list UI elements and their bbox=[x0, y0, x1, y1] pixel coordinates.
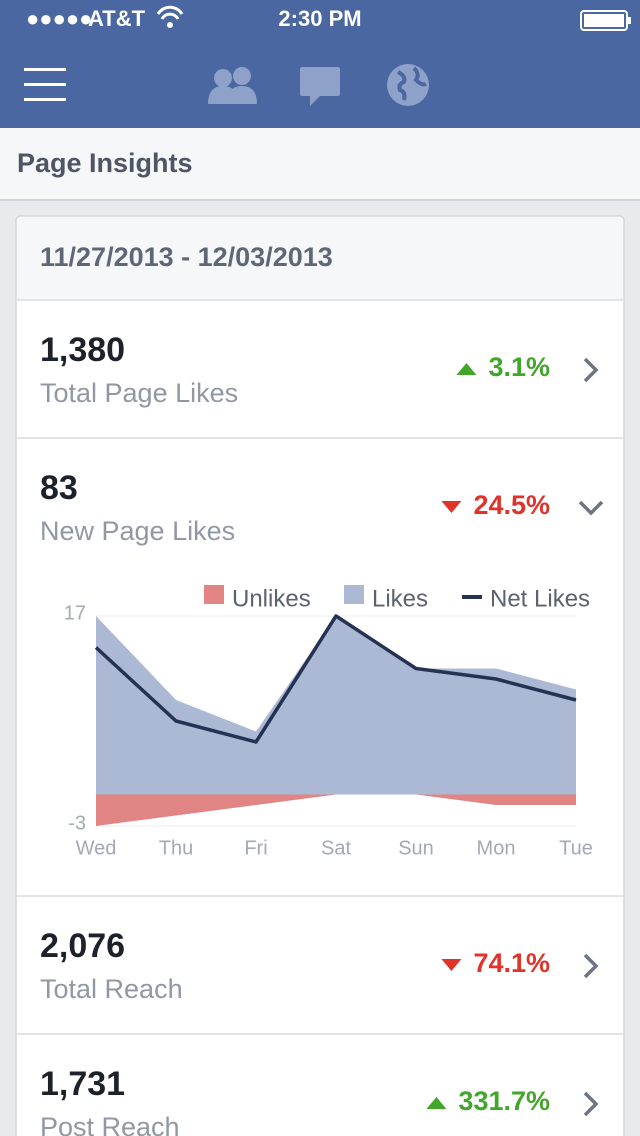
metric-label: Post Reach bbox=[40, 1112, 180, 1136]
legend-label: Likes bbox=[372, 585, 428, 612]
battery bbox=[580, 10, 628, 31]
header-bar bbox=[0, 128, 640, 200]
date-range: 11/27/2013 - 12/03/2013 bbox=[40, 242, 333, 272]
metric-label: Total Page Likes bbox=[40, 378, 238, 408]
chevron-right[interactable] bbox=[583, 953, 599, 979]
trend-arrow bbox=[441, 501, 462, 513]
page-title: Page Insights bbox=[17, 148, 193, 178]
x-tick-label: Tue bbox=[559, 837, 593, 859]
x-tick-label: Wed bbox=[76, 837, 117, 859]
x-tick-label: Sun bbox=[398, 837, 434, 859]
clock: 2:30 PM bbox=[278, 6, 361, 31]
globe-button[interactable] bbox=[387, 64, 429, 106]
line bbox=[94, 614, 577, 744]
legend-label: Net Likes bbox=[490, 585, 590, 612]
legend-swatch bbox=[462, 595, 482, 599]
chart: -3 17 Wed Thu Fri Sat Sun Mon Tue Unlikes Likes Net… bbox=[64, 585, 593, 859]
x-tick-label: Thu bbox=[159, 837, 193, 859]
row-dividers bbox=[16, 299, 624, 1035]
y-tick-label: -3 bbox=[68, 812, 86, 834]
chevron-right[interactable] bbox=[583, 1091, 599, 1117]
nav-background bbox=[0, 0, 640, 128]
x-tick-label: Fri bbox=[244, 837, 267, 859]
metric-value: 1,380 bbox=[40, 331, 125, 369]
metric-value: 2,076 bbox=[40, 927, 125, 965]
friends-button[interactable] bbox=[208, 67, 257, 104]
metric-change: 24.5% bbox=[473, 490, 550, 520]
area bbox=[96, 616, 576, 795]
legend-swatch bbox=[344, 585, 364, 604]
metric-value: 83 bbox=[40, 469, 78, 507]
metric-label: Total Reach bbox=[40, 974, 183, 1004]
area bbox=[96, 794, 576, 826]
date-row bbox=[17, 217, 623, 300]
signal: ●●●●● bbox=[26, 6, 92, 31]
metric-change: 3.1% bbox=[488, 352, 550, 382]
x-tick-label: Sat bbox=[321, 837, 351, 859]
wifi-dot bbox=[167, 22, 173, 28]
wifi-icon bbox=[156, 5, 184, 20]
metric-change: 331.7% bbox=[458, 1086, 550, 1116]
battery-level bbox=[584, 14, 624, 27]
trend-arrow bbox=[426, 1097, 447, 1109]
menu-button[interactable] bbox=[24, 68, 66, 101]
trend-arrow bbox=[456, 363, 477, 375]
chevron-down[interactable] bbox=[578, 500, 604, 516]
chevrons bbox=[578, 357, 604, 1117]
metric-change: 74.1% bbox=[473, 948, 550, 978]
metric-rows: 1,380 Total Page Likes 3.1% 83 New Page Like… bbox=[40, 331, 550, 1136]
trend-arrow bbox=[441, 959, 462, 971]
y-tick-label: 17 bbox=[64, 602, 86, 624]
legend-swatch bbox=[204, 585, 224, 604]
battery-tip bbox=[628, 17, 631, 24]
x-tick-label: Mon bbox=[477, 837, 516, 859]
metric-label: New Page Likes bbox=[40, 516, 235, 546]
metric-value: 1,731 bbox=[40, 1065, 125, 1103]
legend-label: Unlikes bbox=[232, 585, 311, 612]
messages-button[interactable] bbox=[300, 67, 340, 106]
chevron-right[interactable] bbox=[583, 357, 599, 383]
carrier: AT&T bbox=[88, 6, 146, 31]
